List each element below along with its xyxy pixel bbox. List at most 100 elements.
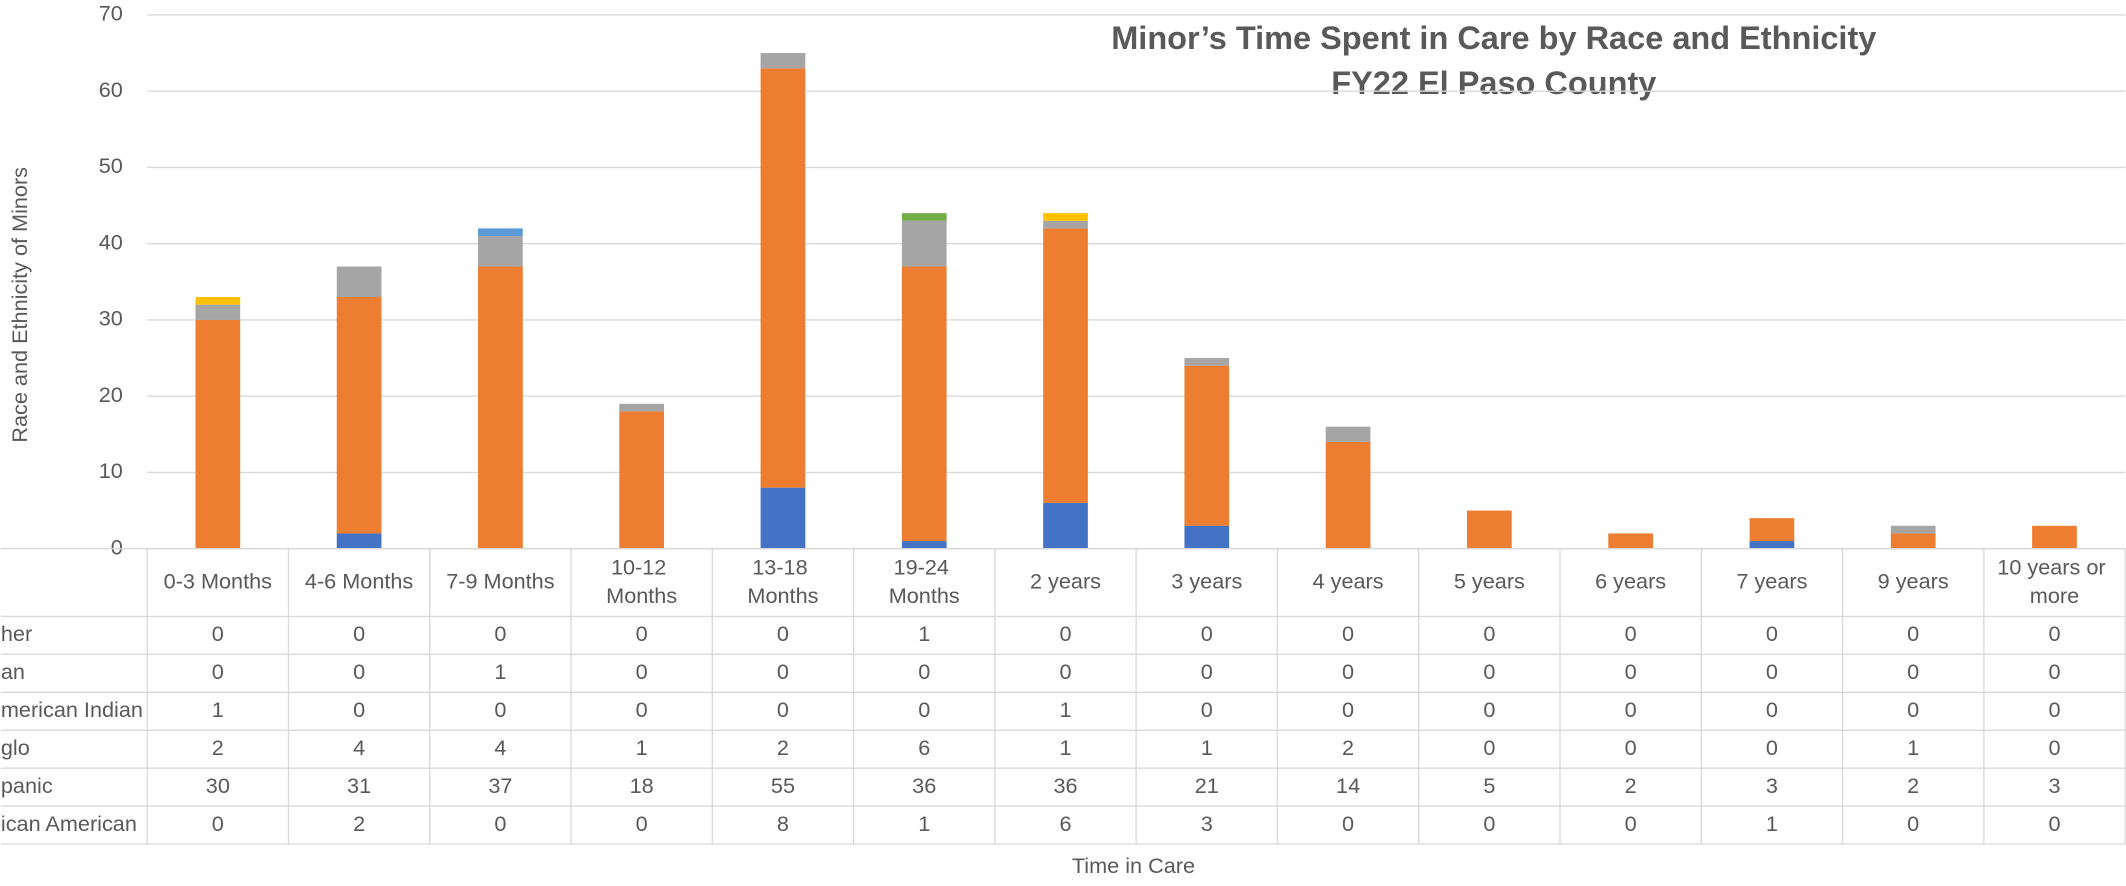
table-value: 0 xyxy=(494,697,506,722)
x-tick-label: 19-24 Months xyxy=(889,554,960,607)
legend-label: ican American xyxy=(1,811,137,836)
table-value: 3 xyxy=(1766,773,1778,798)
bar-segment xyxy=(1184,525,1230,549)
table-value: 0 xyxy=(212,811,224,836)
table-value: 55 xyxy=(771,773,795,798)
table-value: 0 xyxy=(636,621,648,646)
table-value: 0 xyxy=(1907,697,1919,722)
y-tick-label: 0 xyxy=(111,534,123,559)
bar-segment xyxy=(1043,220,1088,229)
table-value: 1 xyxy=(918,811,930,836)
table-value: 0 xyxy=(1201,621,1213,646)
x-tick-label: 4 years xyxy=(1313,568,1384,593)
table-value: 0 xyxy=(636,697,648,722)
x-tick-label: 10 years or more xyxy=(1997,554,2111,607)
bar-segment xyxy=(478,266,523,549)
table-value: 0 xyxy=(636,659,648,684)
table-value: 0 xyxy=(777,659,789,684)
bar-segment xyxy=(1749,541,1795,549)
bar-segment xyxy=(2032,525,2077,549)
bar-segment xyxy=(1184,358,1230,366)
table-value: 0 xyxy=(777,697,789,722)
bar-segment xyxy=(1325,426,1371,442)
table-value: 18 xyxy=(630,773,654,798)
table-value: 0 xyxy=(2048,697,2060,722)
bar-segment xyxy=(760,53,806,69)
bar-segment xyxy=(901,213,947,221)
y-tick-label: 30 xyxy=(99,306,123,331)
table-value: 0 xyxy=(2048,735,2060,760)
table-value: 0 xyxy=(918,659,930,684)
table-value: 0 xyxy=(1625,621,1637,646)
table-value: 1 xyxy=(494,659,506,684)
table-value: 0 xyxy=(1766,659,1778,684)
table-value: 0 xyxy=(1625,735,1637,760)
table-value: 0 xyxy=(1907,811,1919,836)
table-value: 0 xyxy=(212,659,224,684)
legend-label: an xyxy=(1,659,25,684)
table-value: 1 xyxy=(212,697,224,722)
table-value: 0 xyxy=(636,811,648,836)
bar-segment xyxy=(1043,502,1088,549)
table-value: 0 xyxy=(1907,659,1919,684)
bar-segment xyxy=(760,487,806,549)
table-value: 0 xyxy=(1625,811,1637,836)
table-value: 2 xyxy=(353,811,365,836)
y-tick-label: 40 xyxy=(99,229,123,254)
table-value: 0 xyxy=(353,697,365,722)
table-value: 36 xyxy=(1053,773,1077,798)
table-value: 0 xyxy=(1766,735,1778,760)
y-tick-label: 10 xyxy=(99,458,123,483)
table-value: 0 xyxy=(1201,659,1213,684)
table-value: 0 xyxy=(494,621,506,646)
x-tick-label: 10-12 Months xyxy=(606,554,677,607)
table-value: 4 xyxy=(494,735,506,760)
chart-title: Minor’s Time Spent in Care by Race and E… xyxy=(1111,20,1876,56)
table-value: 0 xyxy=(1483,811,1495,836)
table-value: 21 xyxy=(1195,773,1219,798)
bar-segment xyxy=(1043,213,1088,221)
table-value: 0 xyxy=(1201,697,1213,722)
bar-segment xyxy=(1890,525,1936,534)
x-tick-label: 5 years xyxy=(1454,568,1525,593)
table-value: 0 xyxy=(212,621,224,646)
bar-segment xyxy=(336,266,382,298)
x-tick-label: 3 years xyxy=(1171,568,1242,593)
table-value: 1 xyxy=(1201,735,1213,760)
y-tick-label: 20 xyxy=(99,382,123,407)
table-value: 0 xyxy=(1342,697,1354,722)
table-value: 0 xyxy=(1342,811,1354,836)
bar-segment xyxy=(336,533,382,549)
table-value: 0 xyxy=(1342,659,1354,684)
table-value: 1 xyxy=(1059,735,1071,760)
x-tick-label: 4-6 Months xyxy=(305,568,414,593)
table-value: 36 xyxy=(912,773,936,798)
table-value: 0 xyxy=(1625,697,1637,722)
x-tick-label: 0-3 Months xyxy=(164,568,273,593)
table-value: 0 xyxy=(494,811,506,836)
table-value: 0 xyxy=(2048,621,2060,646)
bar-segment xyxy=(478,236,523,267)
y-tick-label: 60 xyxy=(99,77,123,102)
table-value: 0 xyxy=(1483,621,1495,646)
table-value: 0 xyxy=(918,697,930,722)
x-axis-title: Time in Care xyxy=(1072,853,1195,878)
table-value: 0 xyxy=(1342,621,1354,646)
legend-label: merican Indian xyxy=(1,697,143,722)
bar-segment xyxy=(619,403,665,412)
table-value: 0 xyxy=(1483,735,1495,760)
table-value: 1 xyxy=(1907,735,1919,760)
table-value: 2 xyxy=(1625,773,1637,798)
table-value: 0 xyxy=(2048,659,2060,684)
table-value: 2 xyxy=(1342,735,1354,760)
bar-segment xyxy=(1608,533,1653,549)
table-value: 2 xyxy=(212,735,224,760)
bar-segment xyxy=(195,319,241,549)
bar-segment xyxy=(1890,533,1936,549)
bar-segment xyxy=(901,541,947,549)
bar-segment xyxy=(478,228,523,237)
table-value: 1 xyxy=(636,735,648,760)
table-value: 0 xyxy=(1766,621,1778,646)
legend-label: glo xyxy=(1,735,30,760)
